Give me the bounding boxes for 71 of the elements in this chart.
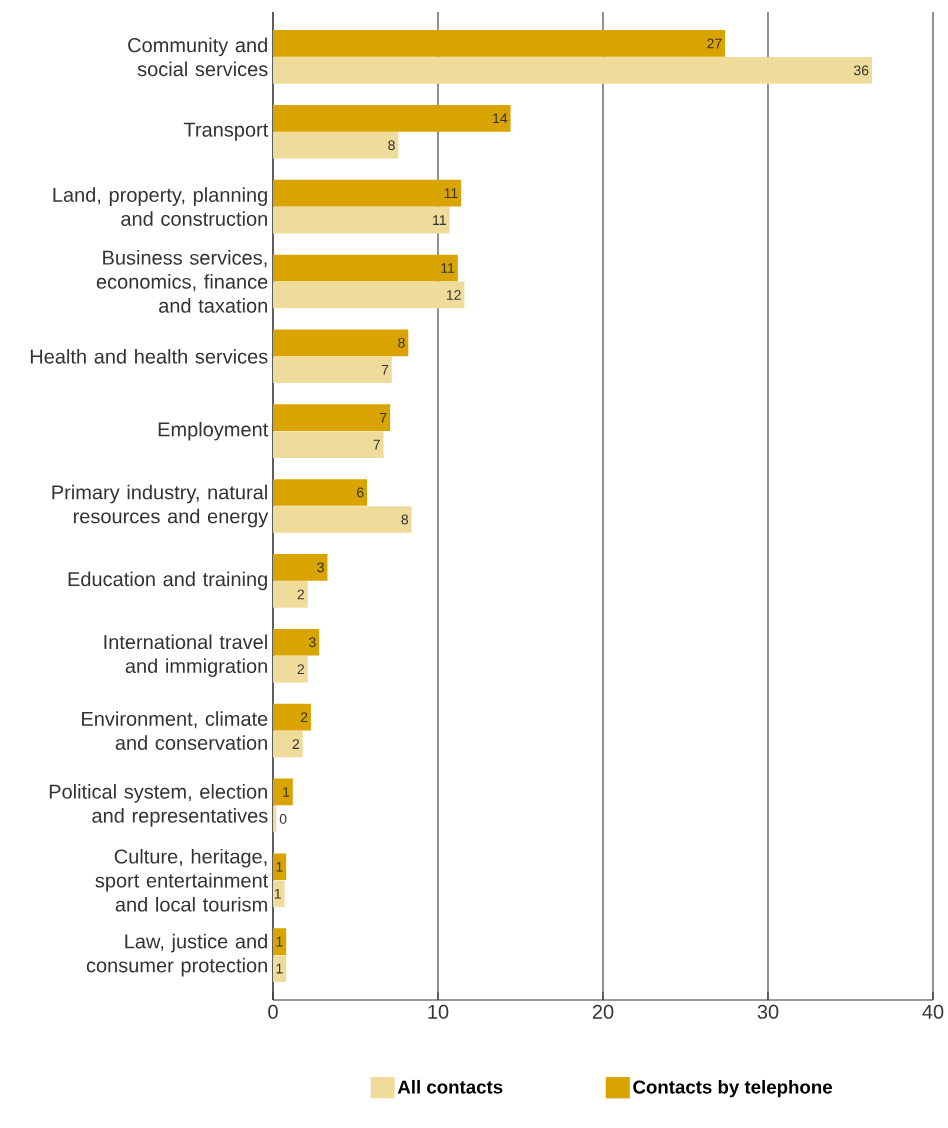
bar	[273, 356, 392, 384]
y-tick-label: Culture, heritage, sport entertainment and local tourism	[95, 848, 269, 912]
y-tick-label: Health and health services	[30, 348, 268, 364]
data-label: 7	[380, 412, 387, 423]
data-label: 6	[357, 487, 364, 498]
data-label: 8	[388, 140, 395, 151]
legend-label: All contacts	[397, 1079, 503, 1094]
data-label: 11	[441, 263, 455, 273]
bar	[273, 955, 287, 982]
bar	[273, 404, 391, 432]
data-label: 36	[853, 65, 869, 76]
y-tick-label: Business services, economics, finance and taxation	[96, 250, 268, 313]
data-label: 8	[398, 337, 405, 348]
y-tick-label: Education and training	[68, 571, 267, 591]
data-label: 3	[317, 562, 324, 573]
y-tick-label: Transport	[183, 122, 269, 141]
data-label: 1	[276, 861, 283, 872]
data-label: 1	[274, 888, 281, 899]
bar	[273, 206, 450, 234]
bar	[273, 703, 311, 731]
y-tick-label: Political system, election and representatives	[49, 784, 268, 827]
bar	[273, 131, 399, 159]
x-tick-label: 10	[428, 1004, 449, 1019]
bar	[273, 628, 320, 656]
y-tick-label: Law, justice and consumer protection	[86, 933, 267, 977]
data-label: 12	[446, 290, 461, 300]
data-label: 3	[309, 637, 316, 648]
bar	[273, 30, 726, 57]
bar	[273, 853, 287, 881]
legend-label: Contacts by telephone	[633, 1079, 832, 1098]
data-label: 2	[297, 664, 304, 675]
y-tick-label: Employment	[158, 421, 269, 441]
data-label: 1	[283, 787, 290, 797]
data-label: 2	[292, 739, 300, 749]
y-tick-label: Community and social services	[128, 37, 268, 77]
bar	[273, 778, 293, 806]
bar	[273, 431, 384, 458]
data-label: 7	[381, 364, 389, 375]
data-label: 8	[401, 514, 409, 525]
bar	[273, 880, 285, 908]
bar	[273, 581, 308, 608]
data-label: 1	[276, 963, 283, 974]
bar	[273, 479, 368, 506]
bar	[273, 506, 412, 533]
y-tick-label: Environment, climate and conservation	[82, 711, 268, 750]
y-tick-label: International travel and immigration	[104, 634, 267, 678]
x-tick-label: 0	[268, 1004, 278, 1019]
x-tick-label: 30	[757, 1004, 779, 1019]
bar	[273, 554, 328, 581]
y-tick-label: Land, property, planning and construction	[53, 187, 267, 226]
data-label: 27	[707, 38, 722, 49]
bar	[273, 104, 511, 132]
bar	[273, 655, 308, 683]
bar	[273, 928, 287, 955]
x-tick-label: 40	[922, 1004, 944, 1019]
data-label: 1	[276, 936, 283, 947]
data-label: 0	[279, 813, 287, 824]
data-label: 14	[493, 113, 508, 124]
y-tick-label: Primary industry, natural resources and energy	[52, 484, 269, 528]
data-label: 7	[373, 439, 380, 450]
data-label: 2	[300, 712, 308, 722]
data-label: 2	[297, 589, 304, 600]
data-label: 11	[433, 215, 446, 225]
bar	[273, 57, 872, 84]
data-label: 11	[444, 188, 458, 198]
bar	[273, 179, 462, 207]
bar	[273, 730, 303, 758]
bar	[273, 281, 465, 309]
x-tick-label: 20	[592, 1004, 614, 1019]
bar	[273, 329, 409, 357]
bar	[273, 254, 458, 282]
